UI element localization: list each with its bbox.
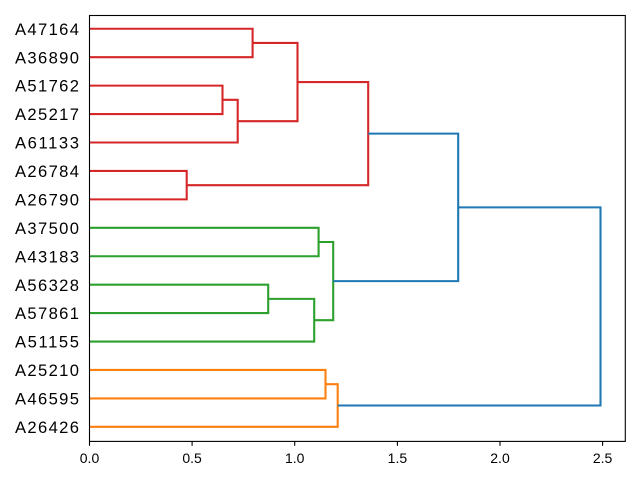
svg-text:A37500: A37500: [15, 219, 79, 238]
svg-text:A56328: A56328: [15, 276, 79, 295]
svg-text:A57861: A57861: [15, 304, 79, 323]
svg-text:1.0: 1.0: [285, 450, 305, 466]
svg-text:A26426: A26426: [15, 418, 79, 437]
svg-text:A47164: A47164: [15, 20, 79, 39]
svg-text:1.5: 1.5: [388, 450, 408, 466]
svg-text:0.5: 0.5: [182, 450, 202, 466]
svg-text:A36890: A36890: [15, 48, 79, 67]
svg-text:A46595: A46595: [15, 390, 79, 409]
svg-text:A26784: A26784: [15, 162, 79, 181]
svg-text:2.0: 2.0: [490, 450, 510, 466]
svg-text:A25210: A25210: [15, 361, 79, 380]
svg-text:A26790: A26790: [15, 190, 79, 209]
svg-text:A51762: A51762: [15, 77, 79, 96]
svg-text:A43183: A43183: [15, 247, 79, 266]
svg-text:0.0: 0.0: [80, 450, 100, 466]
svg-text:A25217: A25217: [15, 105, 79, 124]
svg-text:2.5: 2.5: [593, 450, 613, 466]
